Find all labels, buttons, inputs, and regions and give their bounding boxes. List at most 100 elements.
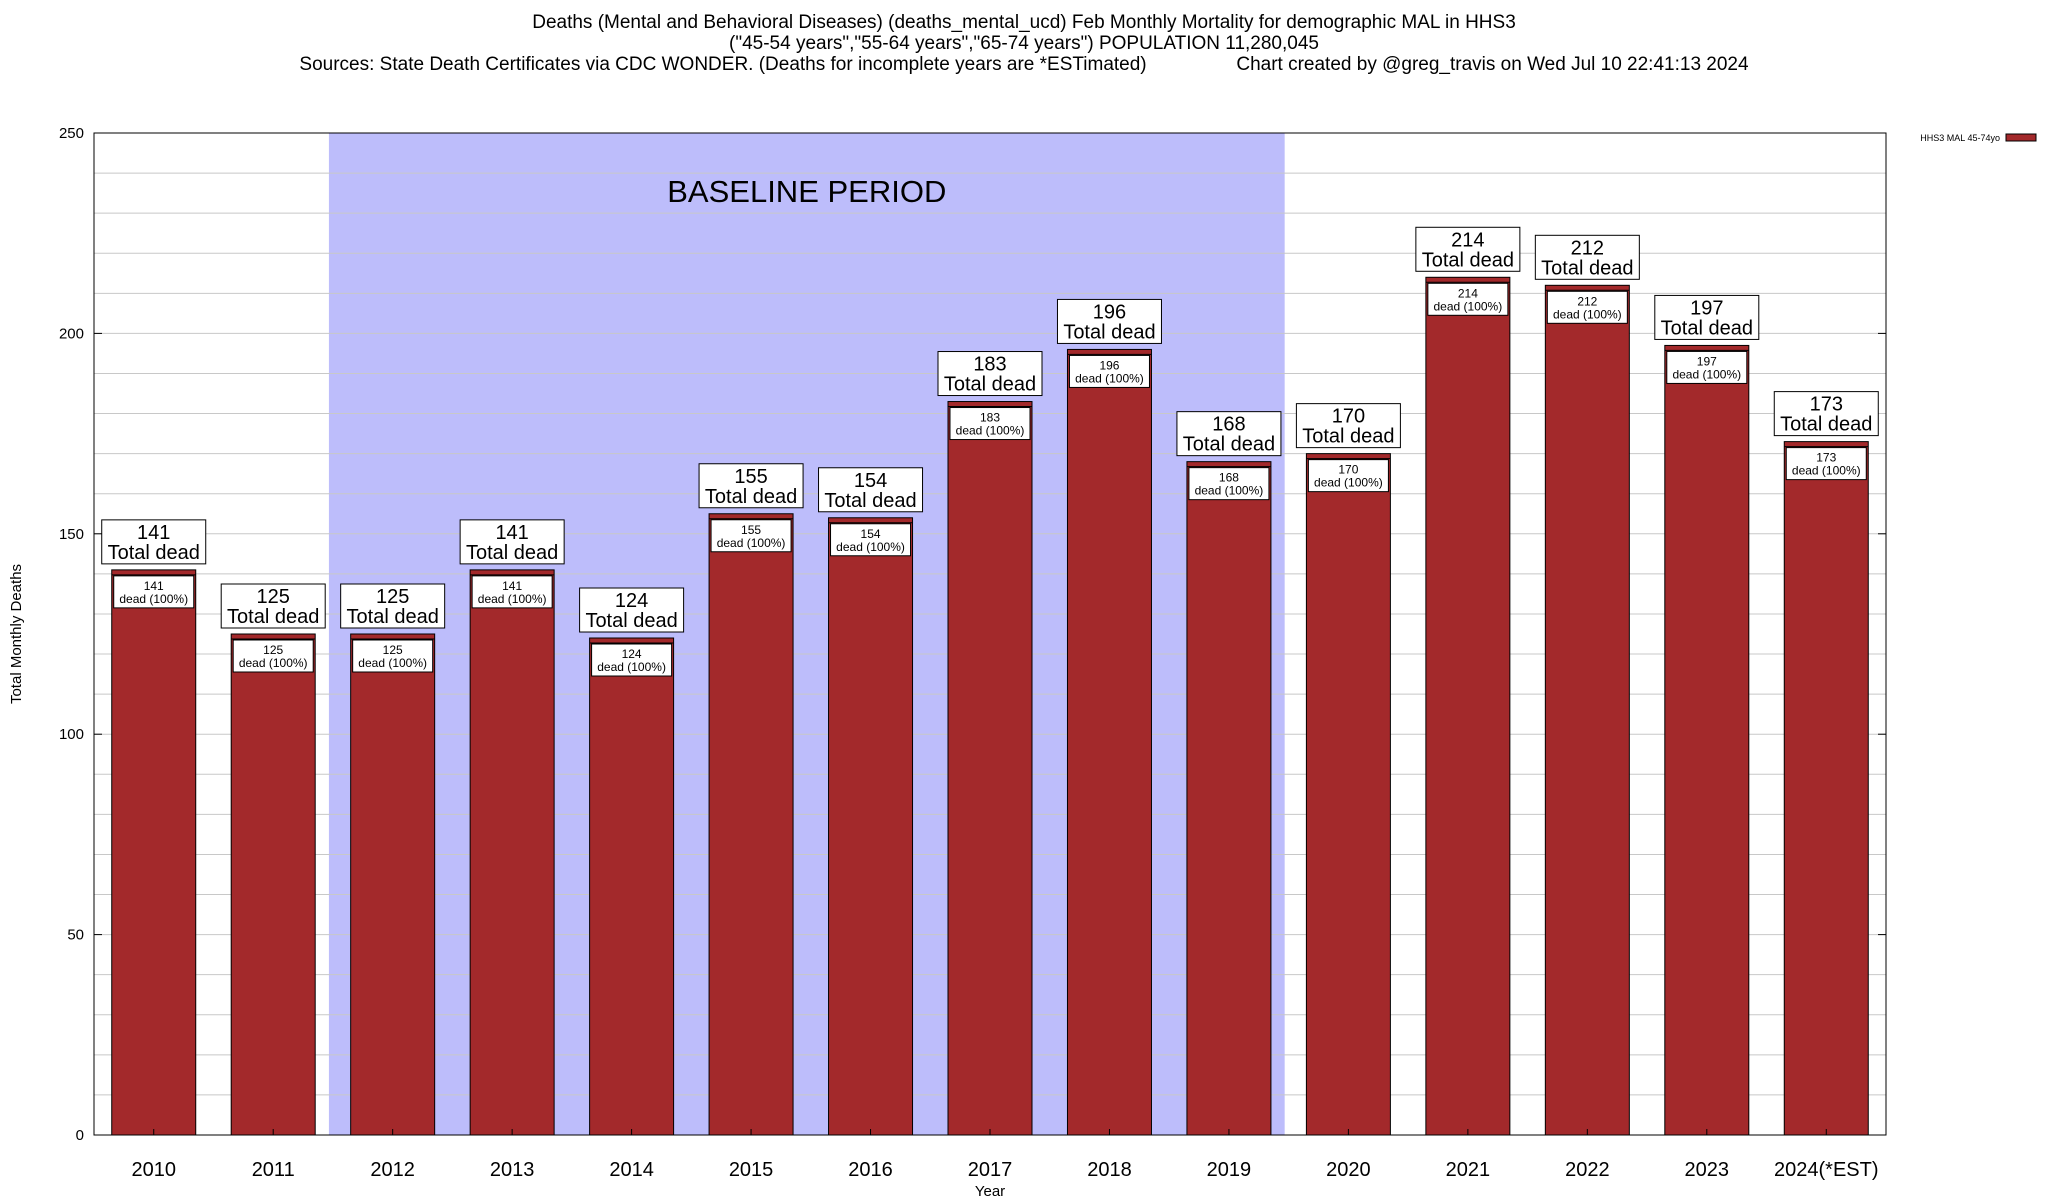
bar-total-label-box	[698, 463, 804, 509]
bar	[947, 401, 1033, 1136]
bar-inner-label-text: dead (100%)	[1314, 476, 1383, 490]
bar-total-label-value: 141	[495, 522, 528, 544]
bar-total-label-box	[1773, 391, 1879, 437]
title-line-2: ("45-54 years","55-64 years","65-74 year…	[729, 33, 1319, 54]
bar-total-label-text: Total dead	[585, 610, 677, 632]
x-tick-label: 2016	[848, 1159, 893, 1181]
bar	[1544, 284, 1630, 1136]
bar-inner-label-box	[232, 639, 314, 673]
bar-inner-label-text: dead (100%)	[1195, 484, 1264, 498]
bar-inner-label-box	[1188, 467, 1270, 501]
bar-inner-label-text: dead (100%)	[358, 656, 427, 670]
bar	[708, 513, 794, 1136]
bar-total-label-text: Total dead	[944, 374, 1036, 396]
x-axis-title: Year	[975, 1183, 1005, 1200]
bar-total-label-text: Total dead	[1063, 321, 1155, 343]
bar-inner-label-box	[1785, 447, 1867, 481]
bar-inner-label-text: dead (100%)	[1434, 299, 1503, 313]
bar-total-label-value: 141	[137, 522, 170, 544]
bar-total-label-box	[220, 583, 326, 629]
title-line-3: Sources: State Death Certificates via CD…	[299, 54, 1749, 75]
bar-total-label-box	[1176, 411, 1282, 457]
bar-inner-label-value: 154	[861, 527, 881, 541]
x-tick-label: 2010	[131, 1159, 176, 1181]
plot-frame	[93, 132, 1887, 1136]
bar-total-label-text: Total dead	[347, 606, 439, 628]
bar-inner-label-box	[471, 575, 553, 609]
bar-inner-label-box	[591, 643, 673, 677]
bar-total-label-value: 154	[854, 470, 887, 492]
bar-total-label-value: 168	[1212, 414, 1245, 436]
bar-inner-label-text: dead (100%)	[1792, 464, 1861, 478]
bar-inner-label-value: 155	[741, 523, 761, 537]
bar-total-label-text: Total dead	[1302, 426, 1394, 448]
bar-inner-label-text: dead (100%)	[956, 424, 1025, 438]
title-line-1: Deaths (Mental and Behavioral Diseases) …	[532, 12, 1516, 33]
bar-inner-label-box	[1427, 282, 1509, 316]
bar-total-label-box	[1534, 234, 1640, 280]
bar-total-label-text: Total dead	[108, 542, 200, 564]
bar-inner-label-box	[1546, 290, 1628, 324]
bar	[1664, 344, 1750, 1136]
bar	[469, 569, 555, 1136]
bar-inner-label-value: 197	[1697, 354, 1717, 368]
x-tick-label: 2011	[252, 1159, 295, 1181]
bar-total-label-box	[1415, 226, 1521, 272]
bar-total-label-box	[101, 519, 207, 565]
bar-inner-label-box	[113, 575, 195, 609]
bar-total-label-box	[1654, 294, 1760, 340]
legend-swatch	[2005, 133, 2037, 142]
x-tick-label: 2013	[490, 1159, 535, 1181]
bar-inner-label-box	[830, 523, 912, 557]
x-tick-label: 2022	[1565, 1159, 1610, 1181]
bar-inner-label-value: 170	[1338, 463, 1358, 477]
bar	[1783, 441, 1869, 1136]
bar-total-label-value: 125	[257, 586, 290, 608]
bar-total-label-value: 212	[1571, 237, 1604, 259]
bar-inner-label-value: 183	[980, 411, 1000, 425]
bar-inner-label-text: dead (100%)	[597, 660, 666, 674]
bar-inner-label-value: 212	[1577, 294, 1597, 308]
bar-inner-label-box	[1068, 354, 1150, 388]
bar	[828, 517, 914, 1136]
bar-total-label-box	[340, 583, 446, 629]
bar-inner-label-text: dead (100%)	[717, 536, 786, 550]
bar-total-label-value: 173	[1810, 394, 1843, 416]
bar-inner-label-value: 196	[1099, 358, 1119, 372]
bar-total-label-value: 124	[615, 590, 648, 612]
bar-total-label-text: Total dead	[1183, 434, 1275, 456]
bar-inner-label-value: 125	[263, 643, 283, 657]
bar-inner-label-value: 125	[383, 643, 403, 657]
bar	[111, 569, 197, 1136]
bar	[1305, 453, 1391, 1136]
bar-total-label-text: Total dead	[824, 490, 916, 512]
bar-total-label-value: 125	[376, 586, 409, 608]
bar-total-label-text: Total dead	[705, 486, 797, 508]
bar-inner-label-box	[1666, 350, 1748, 384]
bar-total-label-text: Total dead	[466, 542, 558, 564]
bar-total-label-text: Total dead	[227, 606, 319, 628]
y-tick-label: 100	[59, 726, 84, 743]
bar-total-label-text: Total dead	[1780, 414, 1872, 436]
x-tick-label: 2017	[968, 1159, 1013, 1181]
x-tick-label: 2020	[1326, 1159, 1371, 1181]
bar-inner-label-value: 214	[1458, 286, 1478, 300]
bar-inner-label-value: 173	[1816, 451, 1836, 465]
bar-inner-label-box	[949, 407, 1031, 441]
y-tick-label: 50	[67, 927, 84, 944]
bar	[1425, 276, 1511, 1136]
bar-total-label-box	[937, 351, 1043, 397]
x-tick-label: 2018	[1087, 1159, 1132, 1181]
bar-total-label-value: 214	[1451, 229, 1484, 251]
x-tick-label: 2015	[729, 1159, 774, 1181]
bar-total-label-text: Total dead	[1541, 257, 1633, 279]
bar	[1186, 461, 1272, 1136]
bar	[350, 633, 436, 1136]
bar-inner-label-box	[1307, 459, 1389, 493]
x-tick-label: 2012	[370, 1159, 415, 1181]
bar-total-label-value: 155	[734, 466, 767, 488]
x-tick-label: 2021	[1446, 1159, 1491, 1181]
bar-inner-label-value: 124	[622, 647, 642, 661]
bar-inner-label-value: 141	[502, 579, 522, 593]
